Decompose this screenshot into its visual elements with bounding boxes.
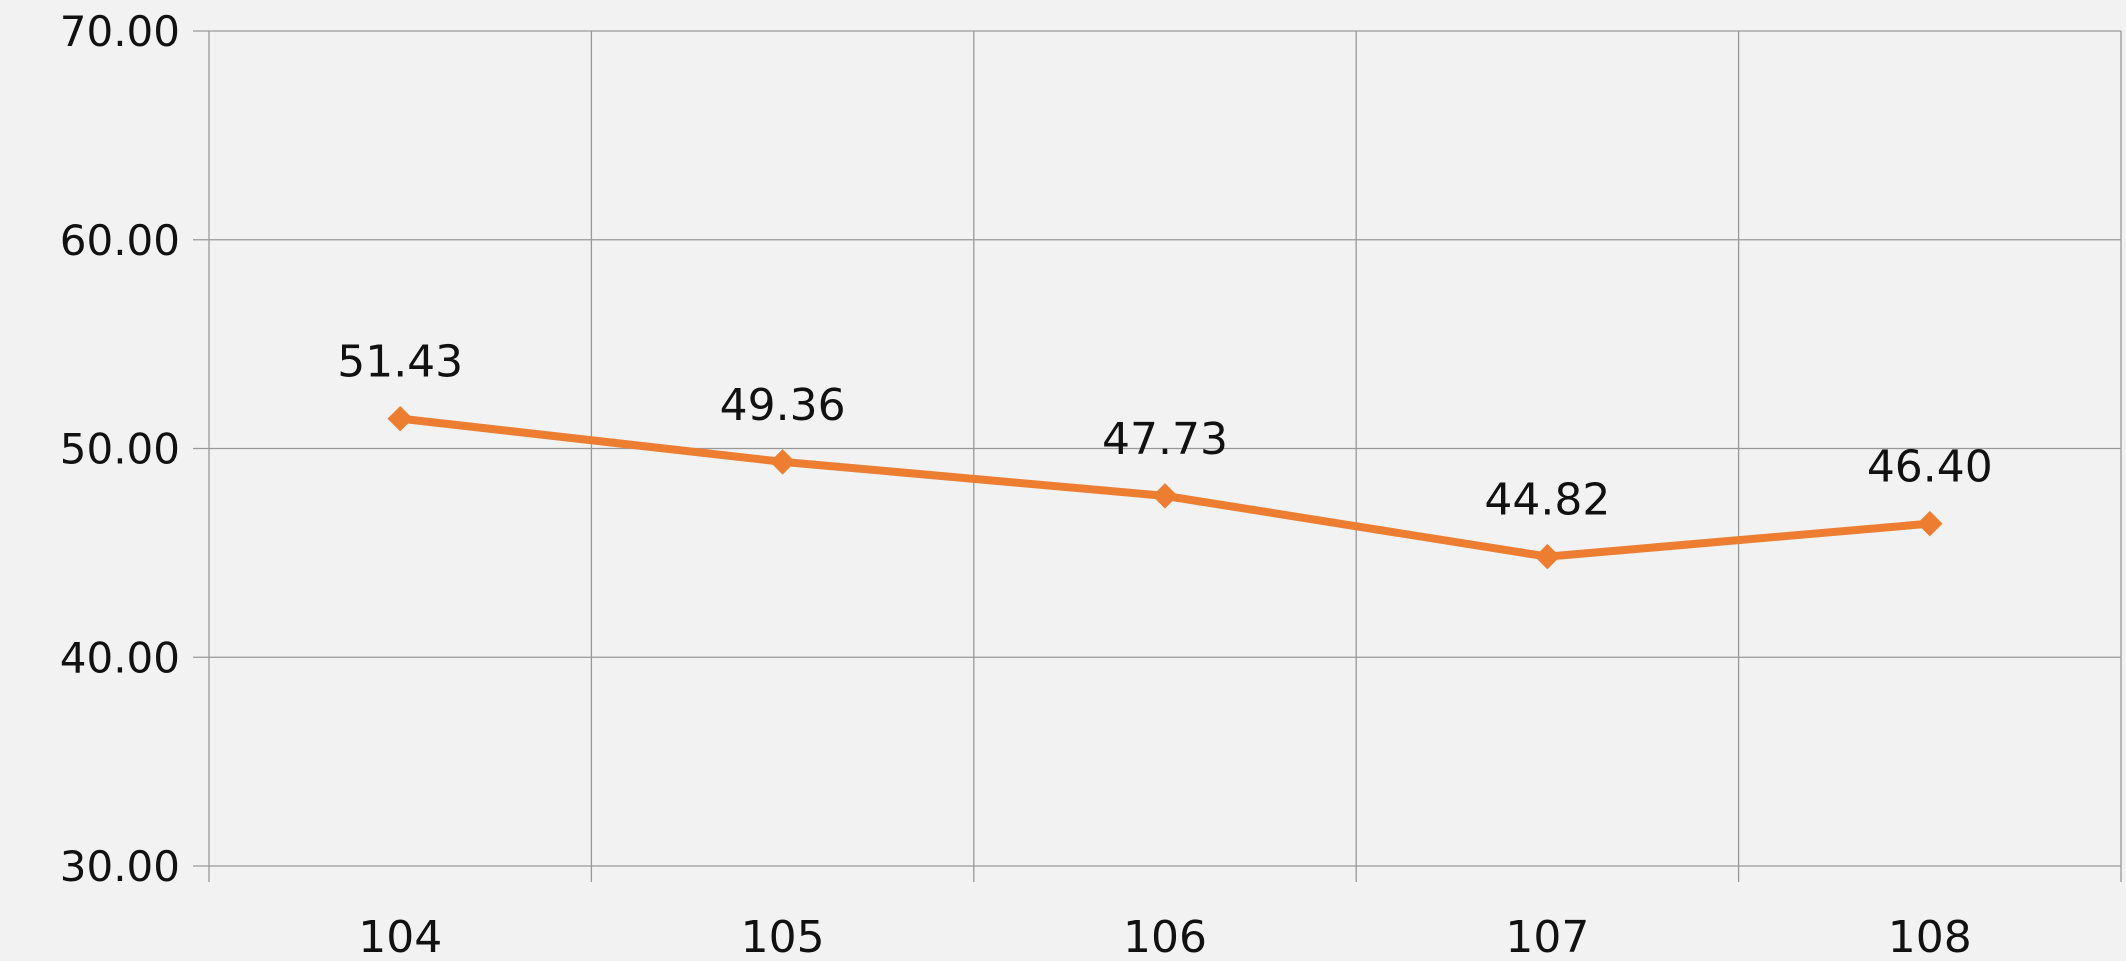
data-label: 44.82 xyxy=(1484,475,1610,526)
data-point-marker xyxy=(1917,510,1943,537)
data-label: 47.73 xyxy=(1102,414,1228,465)
y-tick-label: 30.00 xyxy=(60,842,180,891)
y-tick-label: 70.00 xyxy=(60,7,180,56)
data-point-marker xyxy=(1152,483,1178,509)
data-label: 46.40 xyxy=(1867,442,1993,493)
series-layer xyxy=(387,405,1943,570)
x-tick-label: 105 xyxy=(741,912,825,961)
x-tick-label: 104 xyxy=(358,912,442,961)
data-label: 49.36 xyxy=(720,380,846,431)
data-point-marker xyxy=(387,405,413,432)
x-tick-label: 108 xyxy=(1888,912,1972,961)
data-label: 51.43 xyxy=(337,337,463,388)
y-tick-label: 40.00 xyxy=(60,633,180,682)
data-point-marker xyxy=(769,449,796,475)
y-tick-label: 60.00 xyxy=(60,216,180,265)
x-tick-label: 106 xyxy=(1123,912,1207,961)
axis-layer: 70.00 60.00 50.00 40.00 30.00 104 105 106 107 108 xyxy=(60,7,2122,961)
x-tick-label: 107 xyxy=(1505,912,1589,961)
grid-layer xyxy=(193,30,2122,867)
data-point-marker xyxy=(1534,543,1561,570)
label-layer: 51.43 49.36 47.73 44.82 46.40 xyxy=(337,337,1993,526)
y-tick-label: 50.00 xyxy=(60,425,180,474)
